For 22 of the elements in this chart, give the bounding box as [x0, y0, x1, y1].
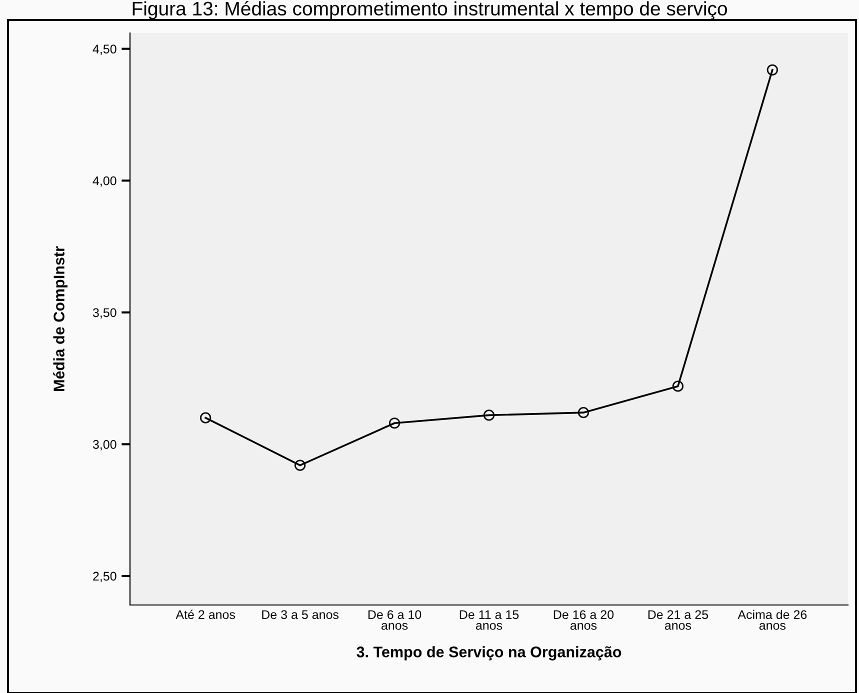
point: [766, 64, 778, 76]
point: [294, 460, 306, 471]
x-tick-label: De 11 a 15 anos: [460, 610, 519, 630]
x-tick-label: Acima de 26 anos: [738, 610, 807, 630]
point: [672, 380, 684, 392]
x-tick-label: De 21 a 25 anos: [648, 610, 708, 630]
y-tick-label: 4,00: [92, 176, 116, 187]
y-tick-label: 3,50: [92, 308, 116, 319]
y-tick-label: 4,50: [92, 44, 116, 55]
y-tick-label: 2,50: [93, 572, 116, 582]
x-axis-title: 3. Tempo de Serviço na Organização: [356, 646, 622, 660]
x-tick-label: De 3 a 5 anos: [262, 610, 339, 620]
point: [578, 407, 590, 418]
x-tick-label: Até 2 anos: [176, 610, 236, 620]
y-tick-label: 3,00: [92, 440, 116, 450]
y-axis-title: Média de CompInstr: [53, 246, 68, 391]
x-tick-label: De 6 a 10 anos: [368, 610, 422, 630]
chart-title: Figura 13: Médias comprometimento instrumental x tempo de serviço: [132, 1, 727, 20]
point: [388, 418, 400, 429]
point: [483, 410, 495, 421]
point: [200, 412, 212, 424]
x-tick-label: De 16 a 20 anos: [554, 610, 614, 630]
